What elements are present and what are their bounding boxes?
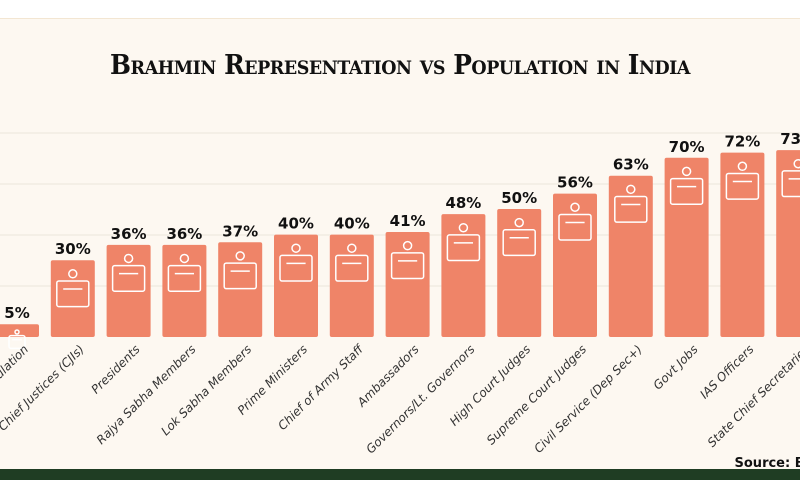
data-label: 50% [501,189,537,207]
bar [329,234,374,337]
bar [441,214,486,337]
governor-icon [446,222,481,262]
data-label: 48% [445,194,481,212]
gavel-icon [502,217,536,257]
data-label: 41% [390,212,426,230]
data-label: 73% [780,130,800,148]
category-label: Supreme Court Judges [484,342,589,447]
bar [218,242,263,337]
data-label: 36% [166,225,202,243]
category-label: Lok Sabha Members [158,342,254,438]
official-icon [614,184,648,223]
category-label: Govt Jobs [651,342,701,392]
data-label: 37% [222,222,258,240]
scales-icon [56,269,90,308]
data-label: 30% [55,240,91,258]
bar [50,260,95,337]
data-label: 36% [111,225,147,243]
people-icon [8,329,26,350]
category-label: Civil Service (Dep Sec+) [531,342,645,456]
source-note: Source: BS [734,456,800,471]
data-label: 63% [613,156,649,174]
govt-building-icon [669,166,704,205]
category-label: Population [0,342,31,397]
bar [497,209,542,337]
category-label: Governors/Lt. Governors [363,342,477,456]
category-label: Rajya Sabha Members [94,342,199,447]
data-label: 5% [4,304,29,322]
data-label: 40% [334,215,370,233]
chart-title: Brahmin Representation vs Population in … [109,50,691,81]
podium-icon [111,253,146,292]
bar [776,150,800,337]
top-strip [0,0,800,19]
officer-icon [725,161,760,200]
data-label: 70% [669,138,705,156]
data-label: 72% [724,133,760,151]
bar [608,175,653,337]
secretary-icon [781,158,800,198]
diplomat-icon [390,240,425,280]
bar [553,193,597,337]
soldier-icon [335,243,369,282]
bar [385,232,430,337]
court-icon [558,202,592,241]
speaker-icon [279,243,313,282]
data-label: 40% [278,215,314,233]
building-icon [223,251,257,290]
data-label: 56% [557,174,593,192]
footer-band [0,469,800,480]
bar [0,324,39,337]
parliament-icon [167,253,202,292]
bar [274,234,318,337]
category-label: State Chief Secretaries [705,342,800,450]
bar [664,157,709,337]
category-label: IAS Officers [697,342,756,401]
category-label: Presidents [88,342,142,396]
